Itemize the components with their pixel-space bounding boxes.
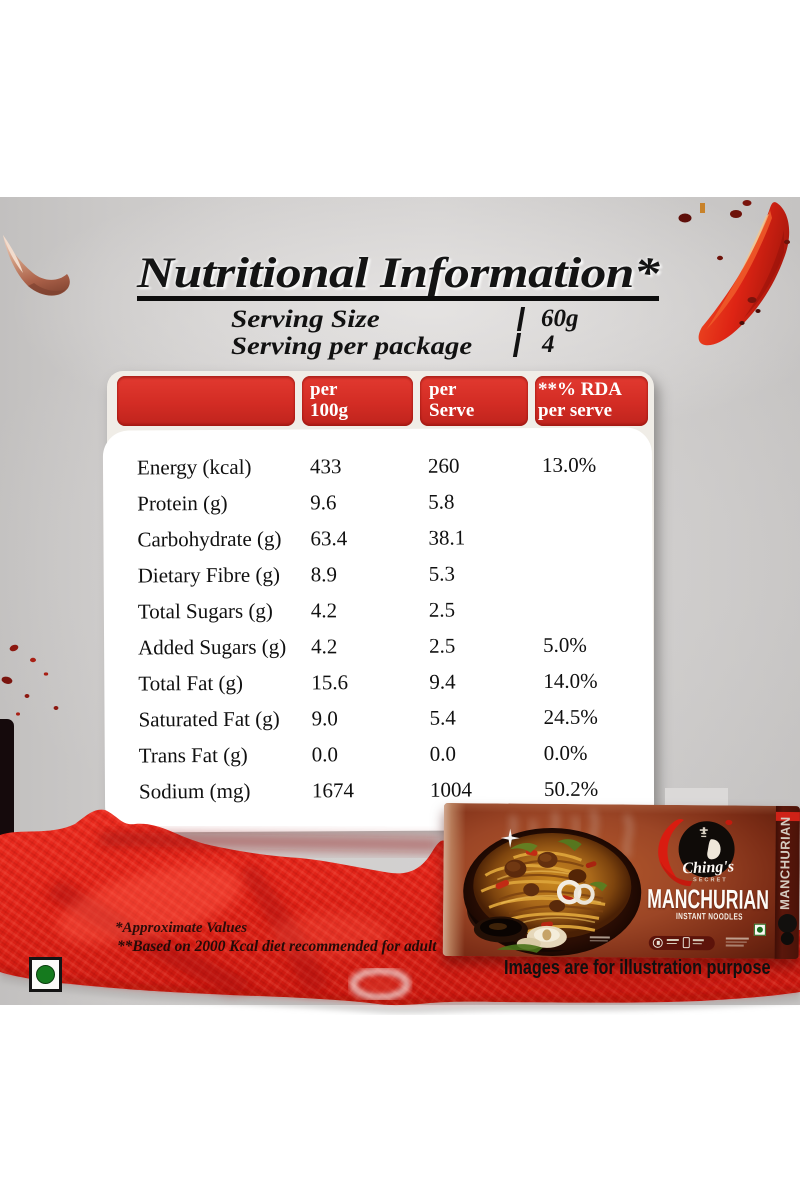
svg-text:Ching's: Ching's [682, 858, 734, 877]
svg-text:SECRET: SECRET [693, 877, 728, 883]
